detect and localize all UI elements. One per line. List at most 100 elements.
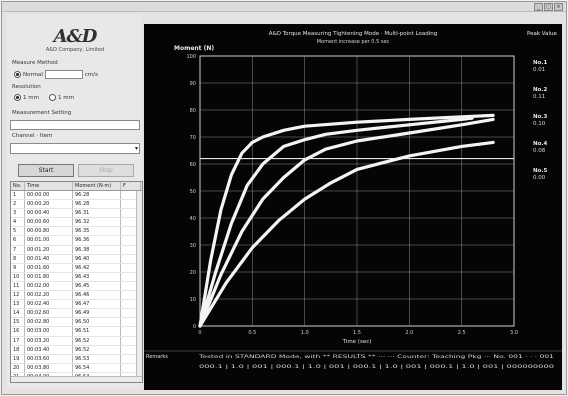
resolution-option-1: 1 mm [23,94,39,101]
measurement-setting-field[interactable] [10,120,140,130]
resolution-row: 1 mm 1 mm [14,94,74,101]
table-row[interactable]: 7 00:01.20 96.38 [11,245,142,255]
cell-moment: 96.53 [73,354,121,363]
cell-no: 13 [11,300,25,309]
cell-moment: 96.52 [73,336,121,345]
y-tick-label: 10 [190,297,196,303]
table-row[interactable]: 18 00:03.40 96.52 [11,345,142,355]
cell-time: 00:01.40 [25,254,73,263]
y-axis-label: Moment (N) [174,45,214,52]
cell-moment: 96.46 [73,291,121,300]
remarks-label: Remarks [146,354,168,360]
cell-time: 00:04.20 [25,381,73,382]
window-controls: _ □ × [534,3,563,11]
measure-method-label: Measure Method [12,60,58,66]
resolution-label: Resolution [12,84,41,90]
chart-title: A&D Torque Measuring Tightening Mode · M… [269,31,438,37]
brand-logo: A&D A&D Company, Limited [42,26,108,56]
table-row[interactable]: 15 00:02.80 96.50 [11,318,142,328]
series-line-4 [198,140,495,328]
resolution-option-2: 1 mm [57,94,74,101]
cell-time: 00:00.60 [25,218,73,227]
resolution-radio-2[interactable] [48,94,56,101]
cell-moment: 96.52 [73,345,121,354]
table-row[interactable]: 17 00:03.20 96.52 [11,336,142,346]
x-tick-label: 2.0 [405,330,413,336]
resolution-radio-1[interactable] [14,94,21,101]
legend-peak-value: 0.00 [533,175,546,181]
cell-time: 00:02.40 [25,300,73,309]
table-row[interactable]: 1 00:00.00 96.28 [11,191,142,201]
table-row[interactable]: 13 00:02.40 96.47 [11,300,142,310]
cell-no: 14 [11,309,25,318]
table-row[interactable]: 16 00:03.00 96.51 [11,327,142,337]
y-tick-label: 40 [190,216,196,222]
measure-unit: cm/s [84,71,99,78]
cell-time: 00:03.40 [25,345,73,354]
legend-series-name: No.3 [533,114,547,120]
measure-method-radio[interactable] [14,71,21,78]
table-row[interactable]: 6 00:01.00 96.36 [11,236,142,246]
table-row[interactable]: 2 00:00.20 96.28 [11,200,142,210]
table-row[interactable]: 3 00:00.40 96.31 [11,209,142,219]
cell-no: 10 [11,272,25,281]
cell-time: 00:00.40 [25,209,73,218]
table-row[interactable]: 8 00:01.40 96.40 [11,254,142,264]
y-tick-label: 90 [190,81,196,87]
series-line-3 [198,117,495,328]
table-row[interactable]: 20 00:03.80 96.54 [11,363,142,373]
vertical-scrollbar[interactable] [136,191,142,376]
start-button[interactable]: Start [18,164,74,177]
cell-no: 17 [11,336,25,345]
column-header-flag[interactable]: F [121,182,141,190]
cell-time: 00:01.00 [25,236,73,245]
column-header-no[interactable]: No. [11,182,25,190]
cell-time: 00:02.20 [25,291,73,300]
cell-no: 22 [11,381,25,382]
column-header-moment[interactable]: Moment (N·m) [73,182,121,190]
cell-no: 20 [11,363,25,372]
y-tick-label: 0 [193,324,196,330]
measure-value-field[interactable] [44,70,83,79]
table-row[interactable]: 9 00:01.60 96.42 [11,263,142,273]
channel-label: Channel · Item [12,133,53,139]
cell-no: 2 [11,200,25,209]
y-tick-label: 100 [186,54,196,60]
table-row[interactable]: 4 00:00.60 96.32 [11,218,142,228]
close-button[interactable]: × [554,3,563,11]
cell-moment: 96.50 [73,318,121,327]
cell-time: 00:00.80 [25,227,73,236]
table-row[interactable]: 19 00:03.60 96.53 [11,354,142,364]
table-row[interactable]: 12 00:02.20 96.46 [11,291,142,301]
channel-select[interactable]: ▾ [10,143,140,154]
cell-moment: 96.28 [73,191,121,200]
x-tick-label: 1.5 [353,330,361,336]
stop-button[interactable]: Stop [78,164,134,177]
horizontal-scrollbar[interactable] [11,376,142,382]
control-panel: A&D A&D Company, Limited Measure Method … [6,14,143,388]
cell-moment: 96.35 [73,227,121,236]
cell-moment: 96.49 [73,309,121,318]
maximize-button[interactable]: □ [544,3,553,11]
y-tick-label: 30 [190,243,196,249]
table-row[interactable]: 10 00:01.80 96.43 [11,272,142,282]
table-row[interactable]: 14 00:02.60 96.49 [11,309,142,319]
cell-flag [121,381,141,382]
minimize-button[interactable]: _ [534,3,543,11]
torque-chart: A&D Torque Measuring Tightening Mode · M… [144,31,562,370]
x-tick-label: 3.0 [510,330,518,336]
cell-no: 16 [11,327,25,336]
cell-no: 7 [11,245,25,254]
legend-series-name: No.2 [533,87,547,93]
table-row[interactable]: 11 00:02.00 96.45 [11,281,142,292]
cell-no: 11 [11,281,25,291]
cell-moment: 96.40 [73,254,121,263]
x-tick-label: 1.0 [301,330,309,336]
table-row[interactable]: 5 00:00.80 96.35 [11,227,142,237]
cell-moment: 96.36 [73,236,121,245]
column-header-time[interactable]: Time [25,182,73,190]
measure-method-option: Normal [23,71,43,78]
cell-no: 5 [11,227,25,236]
cell-no: 6 [11,236,25,245]
